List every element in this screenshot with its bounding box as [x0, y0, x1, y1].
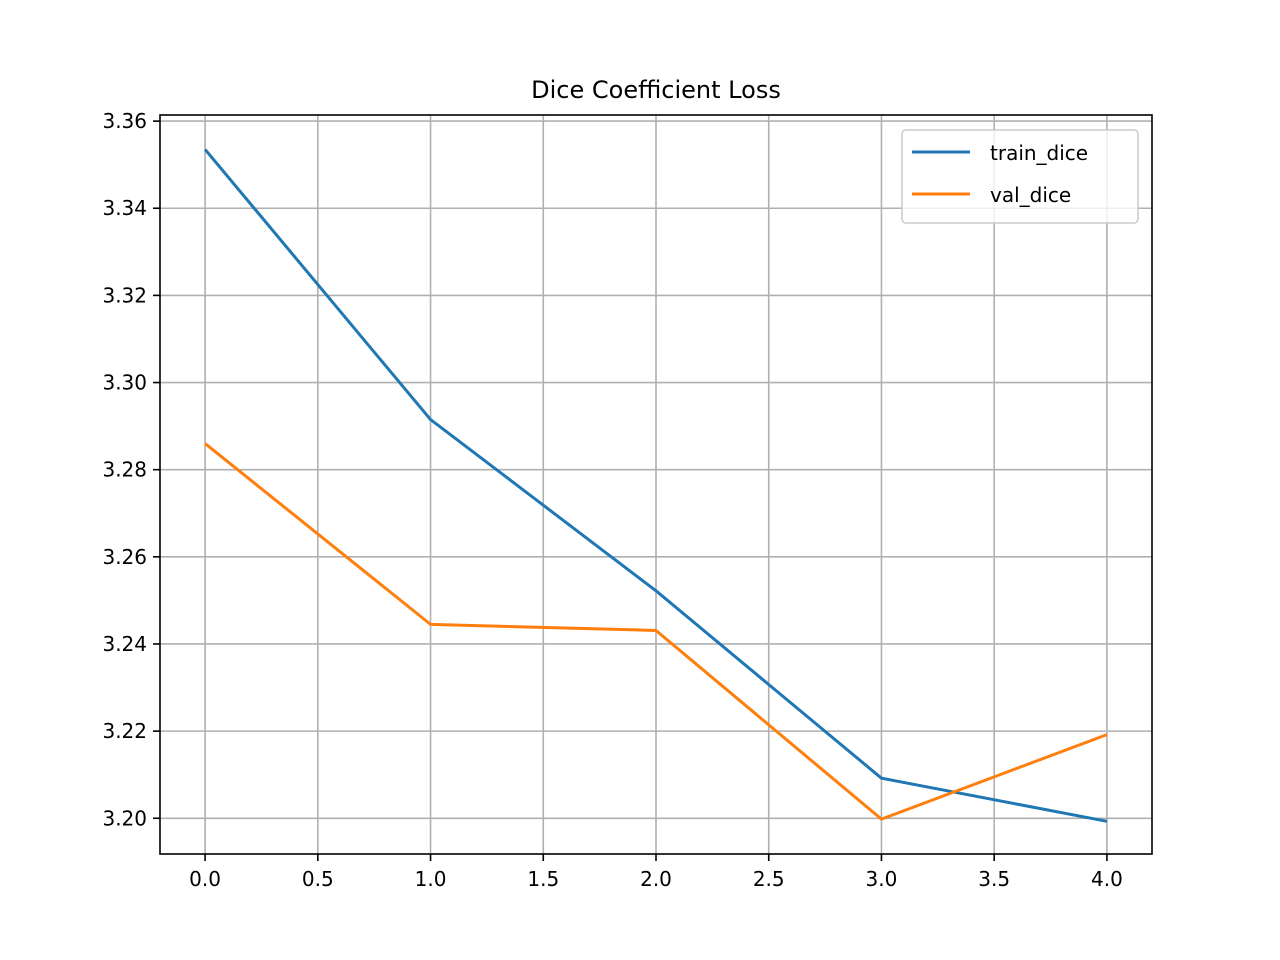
y-tick-label: 3.26 [102, 545, 147, 569]
x-tick-label: 0.5 [302, 867, 334, 891]
x-tick-label: 2.0 [640, 867, 672, 891]
y-tick-label: 3.34 [102, 196, 147, 220]
x-tick-label: 1.0 [415, 867, 447, 891]
x-tick-label: 1.5 [527, 867, 559, 891]
chart-title: Dice Coefficient Loss [531, 76, 781, 104]
y-tick-label: 3.30 [102, 371, 147, 395]
y-tick-label: 3.36 [102, 109, 147, 133]
x-tick-label: 4.0 [1091, 867, 1123, 891]
series-lines [203, 148, 1108, 823]
legend-label-val-dice: val_dice [990, 183, 1071, 207]
x-tick-label: 3.5 [978, 867, 1010, 891]
y-tick-label: 3.22 [102, 719, 147, 743]
legend-label-train-dice: train_dice [990, 141, 1088, 165]
y-tick-label: 3.32 [102, 283, 147, 307]
y-tick-label: 3.28 [102, 458, 147, 482]
legend: train_dice val_dice [901, 129, 1139, 224]
series-line-val-dice [204, 442, 1108, 821]
y-tick-label: 3.20 [102, 806, 147, 830]
x-tick-label: 3.0 [866, 867, 898, 891]
y-tick-label: 3.24 [102, 632, 147, 656]
axis-ticks: 0.0 0.5 1.0 1.5 2.0 2.5 3.0 3.5 4.0 3.20 3.22 3.24 3… [102, 109, 1122, 891]
x-tick-label: 0.0 [189, 867, 221, 891]
x-tick-label: 2.5 [753, 867, 785, 891]
